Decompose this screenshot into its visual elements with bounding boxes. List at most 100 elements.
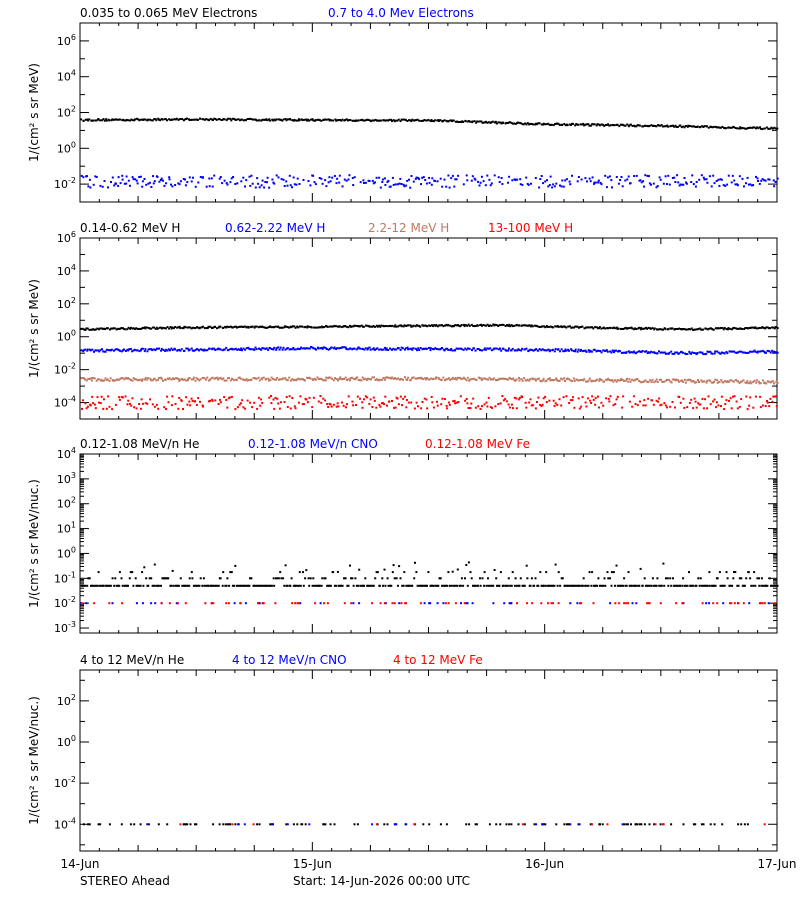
data-point [492, 602, 495, 605]
data-point [245, 326, 248, 329]
data-point [540, 602, 543, 605]
data-point [565, 326, 568, 329]
data-point [638, 584, 641, 587]
data-point [583, 378, 586, 381]
data-point [564, 380, 566, 382]
data-point [238, 403, 241, 406]
data-point [257, 602, 259, 605]
data-point [351, 119, 354, 122]
data-point [572, 396, 574, 399]
data-point [115, 348, 118, 351]
data-point [577, 348, 580, 351]
data-point [685, 182, 688, 185]
data-point [241, 584, 244, 587]
data-point [619, 379, 622, 382]
data-point [545, 379, 548, 382]
data-point [479, 324, 482, 327]
data-point [284, 325, 287, 328]
data-point [580, 602, 583, 605]
data-point [361, 401, 364, 404]
data-point [194, 379, 197, 382]
data-point [773, 382, 776, 385]
data-point [272, 119, 275, 122]
data-point [251, 406, 254, 409]
data-point [344, 346, 347, 349]
data-point [200, 348, 202, 351]
data-point [738, 175, 741, 178]
data-point [611, 379, 614, 381]
y-tick-label: 10-1 [54, 570, 76, 585]
data-point [538, 186, 541, 189]
data-point [292, 584, 295, 587]
data-point [447, 348, 450, 351]
data-point [540, 349, 543, 352]
data-point [745, 577, 748, 580]
data-point [169, 326, 172, 329]
data-point [434, 347, 437, 350]
data-point [298, 378, 301, 381]
data-point [321, 347, 324, 350]
data-point [238, 376, 241, 379]
data-point [672, 378, 675, 381]
data-point [771, 400, 774, 403]
data-point [107, 186, 109, 189]
data-point [518, 324, 521, 327]
data-point [212, 823, 215, 826]
data-point [432, 377, 435, 380]
data-point [694, 328, 697, 331]
data-point [136, 118, 139, 121]
data-point [714, 125, 717, 128]
data-point [682, 602, 685, 605]
data-point [529, 348, 532, 351]
data-point [191, 326, 194, 329]
data-point [633, 351, 636, 354]
data-point [88, 118, 91, 121]
data-point [324, 118, 326, 121]
data-point [422, 823, 425, 826]
data-point [339, 119, 341, 121]
data-point [584, 123, 587, 126]
data-point [728, 399, 730, 402]
data-point [600, 123, 603, 126]
data-point [313, 584, 316, 587]
data-point [92, 402, 95, 405]
data-point [229, 181, 232, 184]
data-point [273, 407, 276, 410]
data-point [331, 176, 334, 179]
data-point [526, 602, 528, 605]
data-point [213, 174, 216, 177]
data-point [301, 325, 304, 328]
data-point [636, 351, 639, 354]
data-point [527, 350, 530, 353]
data-point [768, 327, 770, 330]
data-point [361, 325, 364, 328]
data-point [218, 118, 221, 121]
data-point [726, 380, 729, 383]
data-point [278, 378, 281, 381]
data-point [752, 350, 755, 353]
data-point [765, 584, 767, 587]
data-point [450, 378, 453, 380]
data-point [298, 119, 301, 122]
data-point [522, 584, 525, 587]
data-point [212, 119, 214, 121]
data-point [775, 380, 778, 383]
data-point [717, 351, 720, 354]
data-point [149, 348, 152, 351]
data-point [139, 349, 142, 352]
data-point [202, 405, 204, 408]
data-point [734, 571, 737, 574]
data-point [369, 584, 372, 587]
data-point [703, 584, 706, 587]
data-point [105, 348, 108, 351]
data-point [392, 377, 395, 380]
data-point [108, 119, 111, 122]
data-point [199, 400, 201, 403]
footer-start: Start: 14-Jun-2026 00:00 UTC [293, 874, 470, 888]
data-point [748, 127, 751, 129]
data-point [568, 325, 571, 328]
data-point [160, 602, 163, 605]
data-point [316, 118, 319, 121]
data-point [341, 584, 344, 587]
data-point [750, 326, 753, 329]
